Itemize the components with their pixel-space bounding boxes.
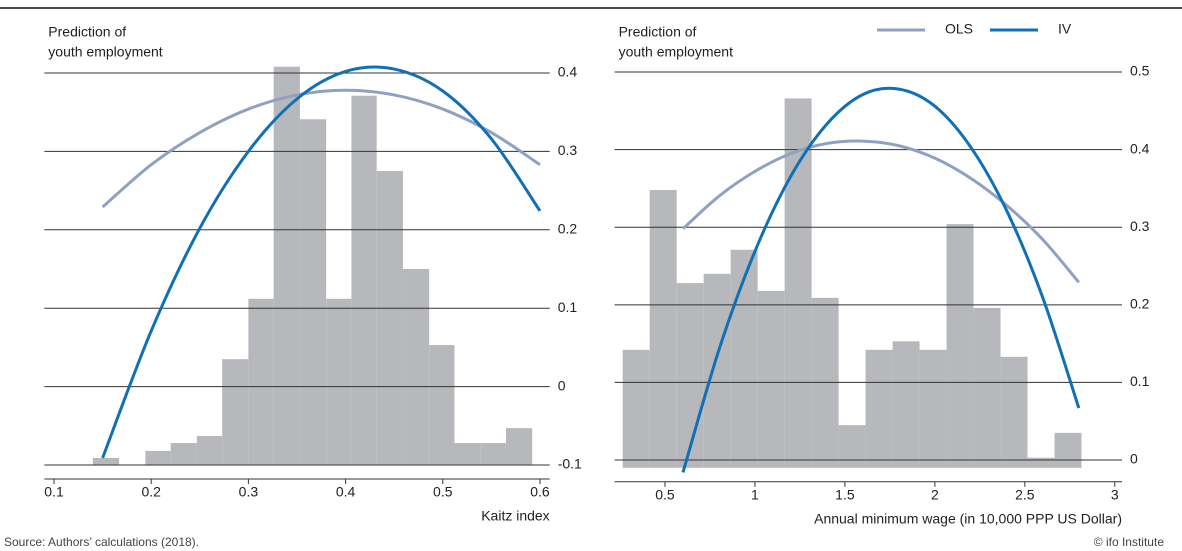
- curve: [101, 65, 542, 459]
- x-tick-label: 3: [1111, 487, 1119, 503]
- x-tick-label: 2.5: [1015, 487, 1035, 503]
- x-tick-label: 0.1: [44, 484, 64, 500]
- histogram-bar: [299, 119, 327, 465]
- credit: © ifo Institute: [1094, 535, 1165, 549]
- histogram-bar: [402, 268, 430, 465]
- x-tick-label: 1: [751, 487, 759, 503]
- y-tick-label: 0.1: [1130, 373, 1150, 389]
- legend-label: IV: [1058, 21, 1072, 37]
- histogram-bar: [919, 349, 947, 468]
- x-tick-label: 0.4: [336, 484, 356, 500]
- y-tick-label: 0: [558, 377, 566, 393]
- x-tick-label: 0.6: [530, 484, 550, 500]
- y-tick-label: 0.5: [1130, 63, 1150, 79]
- curve: [681, 86, 1081, 473]
- histogram-bar: [376, 170, 403, 465]
- x-tick-label: 0.5: [433, 484, 453, 500]
- y-tick-label: 0.2: [1130, 296, 1150, 312]
- curve: [101, 88, 541, 209]
- histogram-bar: [326, 298, 352, 465]
- x-tick-label: 0.3: [239, 484, 259, 500]
- histogram-bar: [480, 443, 506, 465]
- y-tick-label: 0.1: [558, 299, 578, 315]
- histogram-bar: [649, 189, 677, 468]
- histogram-bar: [92, 457, 120, 465]
- y-tick-label: 0.4: [558, 64, 578, 80]
- histogram-bar: [730, 249, 758, 468]
- histogram-bar: [145, 450, 171, 465]
- histogram-bar: [222, 359, 249, 465]
- source-note: Source: Authors’ calculations (2018).: [4, 535, 199, 549]
- histogram-bar: [1054, 432, 1082, 468]
- histogram-bar: [784, 98, 812, 468]
- x-tick-label: 0.2: [141, 484, 161, 500]
- curve: [681, 139, 1080, 284]
- y-tick-label: 0.4: [1130, 140, 1150, 156]
- legend-label: OLS: [945, 21, 973, 37]
- histogram-bar: [838, 425, 866, 468]
- histogram-bar: [273, 66, 300, 465]
- histogram-bar: [757, 290, 785, 468]
- x-tick-label: 1.5: [835, 487, 855, 503]
- histogram-bar: [973, 307, 1001, 468]
- histogram-bar: [676, 283, 704, 468]
- x-tick-label: 2: [931, 487, 939, 503]
- y-tick-label: 0: [1130, 451, 1138, 467]
- x-tick-label: 0.5: [655, 487, 675, 503]
- y-axis-label: youth employment: [48, 44, 163, 60]
- histogram-bar: [946, 224, 974, 468]
- histogram-bar: [248, 298, 274, 465]
- y-tick-label: 0.3: [1130, 218, 1150, 234]
- y-axis-label: Prediction of: [619, 24, 697, 40]
- y-axis-label: Prediction of: [48, 24, 126, 40]
- histogram-bar: [865, 349, 893, 468]
- histogram-bar: [892, 341, 920, 468]
- y-axis-label: youth employment: [619, 44, 734, 60]
- histogram-bar: [454, 443, 481, 465]
- x-axis-label: Kaitz index: [481, 508, 549, 524]
- histogram-bar: [622, 349, 650, 468]
- histogram-bar: [429, 345, 455, 465]
- histogram-bar: [351, 95, 377, 465]
- y-tick-label: -0.1: [558, 456, 582, 472]
- histogram-bar: [196, 435, 223, 465]
- histogram-bar: [1000, 356, 1028, 468]
- y-tick-label: 0.3: [558, 142, 578, 158]
- histogram-bar: [1027, 457, 1055, 468]
- x-axis-label: Annual minimum wage (in 10,000 PPP US Do…: [814, 511, 1122, 527]
- y-tick-label: 0.2: [558, 220, 578, 236]
- histogram-bar: [703, 273, 731, 468]
- histogram-bar: [170, 443, 197, 465]
- histogram-bar: [505, 428, 533, 465]
